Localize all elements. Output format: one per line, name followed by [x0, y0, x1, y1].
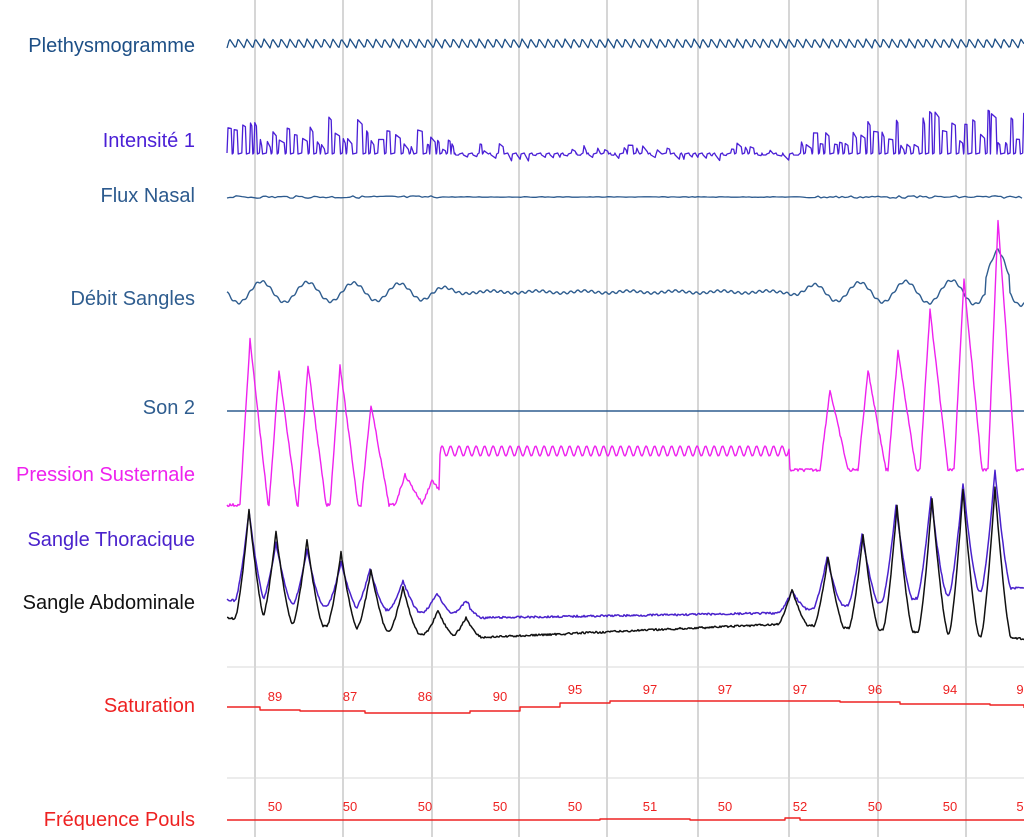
channel-label-saturation: Saturation: [104, 695, 195, 717]
channel-label-abdominale: Sangle Abdominale: [23, 592, 195, 614]
trace-abdominale: [226, 486, 1024, 641]
trace-thoracique: [226, 469, 1024, 620]
traces: [226, 38, 1024, 821]
saturation-value: 86: [418, 689, 432, 704]
trace-saturation: [227, 700, 1024, 714]
trace-pleth: [226, 38, 1024, 49]
pouls-value: 50: [868, 799, 882, 814]
saturation-value: 95: [568, 682, 582, 697]
channel-label-intensite: Intensité 1: [103, 130, 195, 152]
saturation-value: 87: [343, 689, 357, 704]
trace-intensite: [226, 109, 1024, 162]
pouls-value: 5: [1016, 799, 1023, 814]
channel-label-flux: Flux Nasal: [101, 185, 195, 207]
channel-label-debit: Débit Sangles: [70, 288, 195, 310]
pouls-value: 50: [568, 799, 582, 814]
channel-labels: Plethysmogramme Intensité 1 Flux Nasal Débi…: [16, 35, 195, 831]
saturation-value: 9: [1016, 682, 1023, 697]
trace-debit: [226, 248, 1024, 308]
pouls-value: 50: [418, 799, 432, 814]
channel-label-pleth: Plethysmogramme: [28, 35, 195, 57]
pouls-value: 52: [793, 799, 807, 814]
pouls-value: 50: [943, 799, 957, 814]
saturation-value: 97: [793, 682, 807, 697]
pouls-value: 50: [268, 799, 282, 814]
saturation-value: 96: [868, 682, 882, 697]
saturation-value: 97: [643, 682, 657, 697]
pouls-value: 50: [718, 799, 732, 814]
channel-label-pression: Pression Susternale: [16, 464, 195, 486]
trace-pouls: [227, 817, 1024, 821]
channel-label-thoracique: Sangle Thoracique: [27, 529, 195, 551]
value-labels: 89 87 86 90 95 97 97 97 96 94 9 50 50 50 50 50 51 50 52 50 5…: [268, 682, 1024, 814]
channel-label-son: Son 2: [143, 397, 195, 419]
saturation-value: 90: [493, 689, 507, 704]
saturation-value: 97: [718, 682, 732, 697]
pouls-value: 51: [643, 799, 657, 814]
saturation-value: 94: [943, 682, 957, 697]
saturation-value: 89: [268, 689, 282, 704]
pouls-value: 50: [493, 799, 507, 814]
channel-label-pouls: Fréquence Pouls: [44, 809, 195, 831]
trace-pression: [226, 219, 1024, 508]
pouls-value: 50: [343, 799, 357, 814]
trace-flux: [226, 195, 1023, 199]
